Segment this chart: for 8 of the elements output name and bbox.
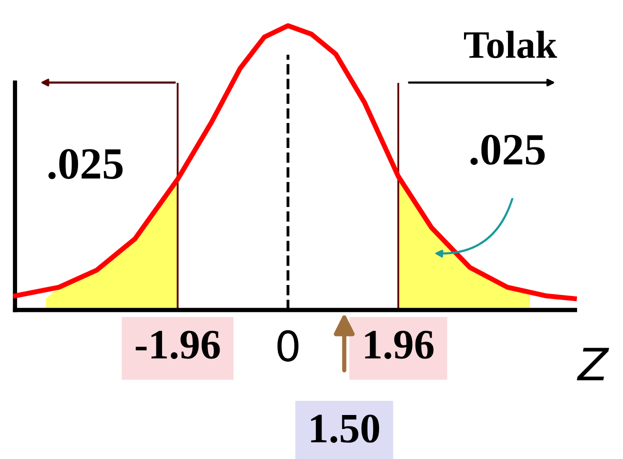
text: 1.50	[311, 414, 380, 443]
x-axis-title: Z	[576, 348, 610, 380]
x-tick-label: 0	[277, 330, 298, 362]
annotation: .025	[48, 148, 123, 180]
annotation: .025	[470, 134, 545, 165]
x-tick-label: 1.96	[365, 330, 434, 359]
x-tick-label: -1.96	[136, 330, 220, 359]
annotation: Tolak	[464, 30, 558, 58]
